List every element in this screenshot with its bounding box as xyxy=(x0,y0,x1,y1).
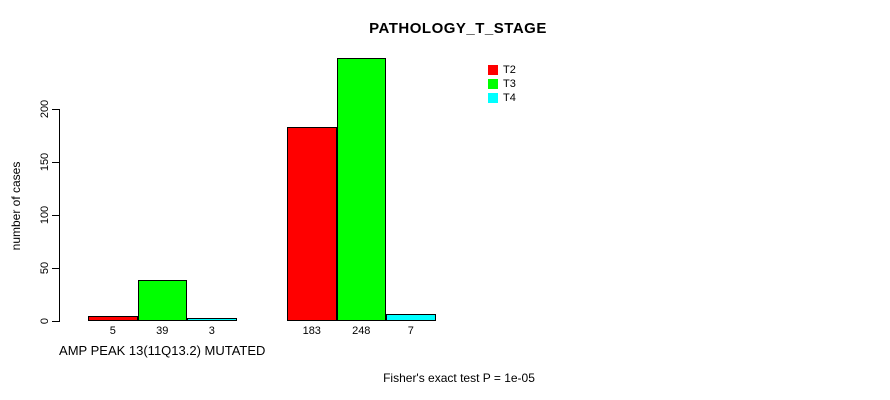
legend-label-t3: T3 xyxy=(503,77,516,90)
legend-label-t4: T4 xyxy=(503,91,516,104)
legend-item-t2: T2 xyxy=(488,63,516,77)
chart-title: PATHOLOGY_T_STAGE xyxy=(369,20,547,37)
legend-item-t4: T4 xyxy=(488,91,516,105)
legend-item-t3: T3 xyxy=(488,77,516,91)
bar-value-t4-group1: 3 xyxy=(208,325,215,337)
bar-value-t3-group1: 39 xyxy=(156,325,169,337)
y-tick-50 xyxy=(52,268,59,269)
bar-value-t2-group1: 5 xyxy=(109,325,116,337)
bar-t2-group1 xyxy=(88,316,138,321)
x-group-label-1: AMP PEAK 13(11Q13.2) MUTATED xyxy=(59,343,266,358)
bar-value-t3-group2: 248 xyxy=(352,325,371,337)
y-tick-200 xyxy=(52,109,59,110)
bar-t2-group2 xyxy=(287,127,337,321)
bar-value-t2-group2: 183 xyxy=(302,325,321,337)
bar-t3-group1 xyxy=(137,280,187,321)
y-tick-label-50: 50 xyxy=(39,261,51,275)
legend-swatch-t3-icon xyxy=(488,79,498,89)
legend-swatch-t4-icon xyxy=(488,93,498,103)
legend-label-t2: T2 xyxy=(503,63,516,76)
bar-t3-group2 xyxy=(336,58,386,321)
y-tick-label-150: 150 xyxy=(39,152,51,172)
bar-value-t4-group2: 7 xyxy=(407,325,414,337)
y-axis-label: number of cases xyxy=(9,161,23,251)
legend-swatch-t2-icon xyxy=(488,65,498,75)
y-tick-100 xyxy=(52,215,59,216)
bar-t4-group1 xyxy=(187,318,237,321)
y-tick-label-0: 0 xyxy=(39,317,51,325)
bar-t4-group2 xyxy=(386,314,436,321)
footnote-fisher-test: Fisher's exact test P = 1e-05 xyxy=(383,371,535,385)
y-axis-line xyxy=(59,109,60,322)
y-tick-0 xyxy=(52,321,59,322)
legend: T2 T3 T4 xyxy=(488,63,516,105)
y-tick-150 xyxy=(52,162,59,163)
y-tick-label-200: 200 xyxy=(39,99,51,119)
y-tick-label-100: 100 xyxy=(39,205,51,225)
